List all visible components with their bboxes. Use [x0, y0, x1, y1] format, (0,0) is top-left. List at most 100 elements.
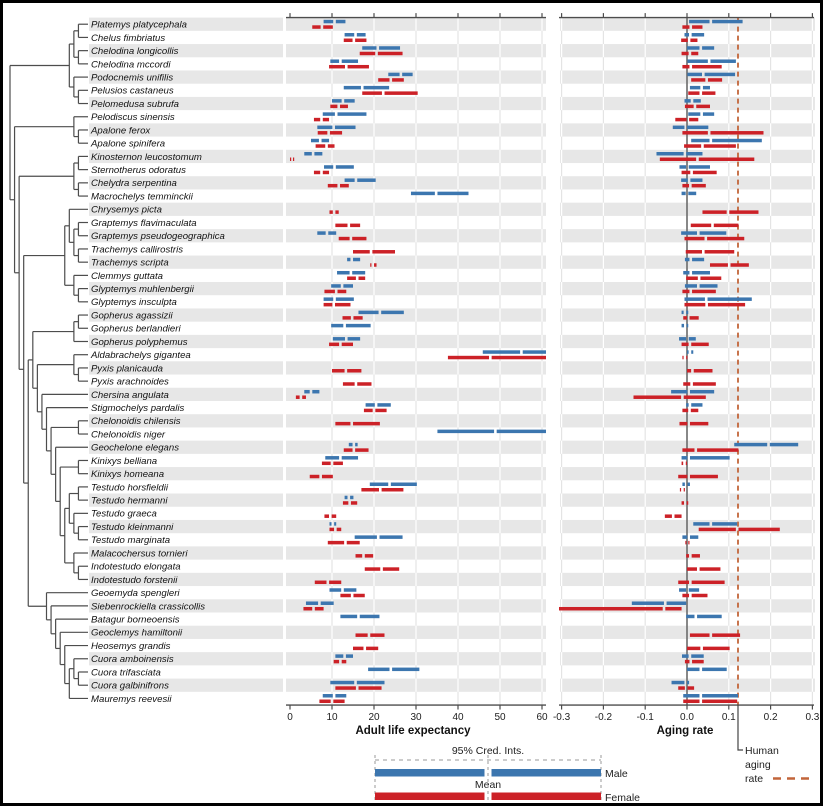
ci-bar-segment: [691, 403, 703, 407]
ci-bar-segment: [707, 78, 723, 82]
legend-female-bar: [375, 792, 485, 800]
ci-bar-segment: [702, 694, 738, 698]
ci-bar-segment: [295, 395, 300, 399]
species-label: Chrysemys picta: [91, 205, 162, 216]
species-label: Cuora galbinifrons: [91, 681, 169, 692]
ci-bar-segment: [303, 606, 313, 611]
ci-bar-segment: [333, 659, 340, 664]
ci-bar-segment: [355, 633, 368, 637]
ci-bar-segment: [343, 85, 361, 90]
zebra-band: [89, 149, 283, 164]
ci-bar-segment: [683, 699, 700, 704]
ci-bar-segment: [342, 316, 351, 320]
species-label: Indotestudo elongata: [91, 562, 181, 573]
ci-bar-segment: [683, 270, 690, 275]
ci-bar-segment: [689, 316, 699, 320]
ci-bar-segment: [692, 659, 704, 664]
species-label: Sternotherus odoratus: [91, 165, 186, 176]
species-label: Pyxis planicauda: [91, 363, 163, 374]
ci-bar-segment: [364, 567, 381, 571]
ci-bar-segment: [343, 284, 353, 288]
ci-bar-segment: [691, 580, 725, 585]
ci-bar-segment: [343, 588, 357, 592]
ci-bar-segment: [681, 231, 697, 235]
ci-bar-segment: [683, 694, 700, 698]
ci-bar-segment: [707, 302, 746, 307]
tick-label: 0: [287, 712, 293, 723]
legend-female-bar: [491, 792, 601, 800]
ci-bar-segment: [330, 59, 340, 63]
ci-bar-segment: [322, 117, 330, 122]
ci-bar-segment: [324, 289, 335, 294]
ci-bar-segment: [378, 78, 390, 82]
ci-bar-segment: [323, 297, 334, 301]
ci-bar-segment: [689, 389, 715, 394]
ci-bar-segment: [312, 389, 320, 394]
ci-bar-segment: [698, 157, 755, 161]
ci-bar-segment: [675, 117, 687, 122]
ci-bar-segment: [691, 654, 704, 658]
ci-bar-segment: [702, 91, 716, 95]
ci-bar-segment: [381, 310, 404, 315]
ci-bar-segment: [687, 350, 689, 354]
ci-bar-segment: [369, 482, 389, 486]
ci-bar-segment: [681, 461, 684, 466]
ci-bar-segment: [337, 289, 347, 294]
panel-gridlines: [331, 17, 814, 706]
species-label: Malacochersus tornieri: [91, 548, 188, 559]
ci-bar-segment: [691, 138, 710, 143]
ci-bar-segment: [381, 488, 404, 492]
ci-bar-segment: [352, 270, 366, 275]
ci-bar-segment: [330, 104, 338, 109]
species-label: Graptemys flavimaculata: [91, 218, 197, 229]
species-label: Chelus fimbriatus: [91, 33, 165, 44]
ci-bar-segment: [340, 614, 358, 619]
ci-bar-segment: [313, 117, 321, 122]
ci-bar-segment: [361, 488, 379, 492]
species-label: Siebenrockiella crassicollis: [91, 601, 205, 612]
ci-bar-segment: [699, 567, 721, 571]
ci-bar-segment: [335, 210, 339, 214]
ci-bar-segment: [631, 601, 664, 605]
ci-bar-segment: [686, 355, 688, 360]
ci-bar-segment: [686, 614, 695, 619]
ci-bar-segment: [682, 448, 695, 452]
ci-bar-segment: [356, 33, 366, 37]
species-label: Macrochelys temminckii: [91, 191, 194, 202]
ci-bar-segment: [682, 482, 685, 486]
ci-bar-segment: [321, 138, 330, 143]
ci-bar-segment: [353, 250, 370, 254]
ci-bar-segment: [359, 614, 380, 619]
ci-bar-segment: [363, 85, 390, 90]
tick-label: 40: [452, 712, 464, 723]
ci-bar-segment: [710, 131, 764, 135]
ci-bar-segment: [335, 223, 348, 228]
ci-bar-segment: [343, 448, 353, 452]
ci-bar-segment: [304, 389, 310, 394]
ci-bar-segment: [702, 646, 730, 651]
ci-bar-segment: [302, 395, 306, 399]
species-label: Heosemys grandis: [91, 641, 171, 652]
ci-bar-segment: [337, 112, 367, 116]
ci-bar-segment: [684, 99, 691, 103]
ci-bar-segment: [327, 144, 335, 148]
ci-bar-segment: [335, 421, 351, 426]
ci-bar-segment: [384, 91, 418, 95]
ci-bar-segment: [712, 138, 762, 143]
species-label: Pelusios castaneus: [91, 86, 174, 97]
ci-bar-segment: [344, 495, 348, 500]
ci-bar-segment: [712, 522, 738, 526]
ci-bar-segment: [347, 276, 356, 280]
ci-bar-segment: [410, 191, 435, 196]
species-label: Chelodina longicollis: [91, 46, 179, 57]
species-label: Geoemyda spengleri: [91, 588, 180, 599]
ci-bar-segment: [702, 46, 715, 50]
ci-bar-segment: [687, 686, 695, 690]
ci-bar-segment: [633, 395, 682, 399]
ci-bar-segment: [691, 183, 706, 188]
ci-bar-segment: [341, 342, 353, 347]
ci-bar-segment: [686, 554, 690, 558]
ci-bar-segment: [689, 456, 730, 460]
ci-bar-segment: [692, 289, 716, 294]
ci-bar-segment: [344, 99, 355, 103]
